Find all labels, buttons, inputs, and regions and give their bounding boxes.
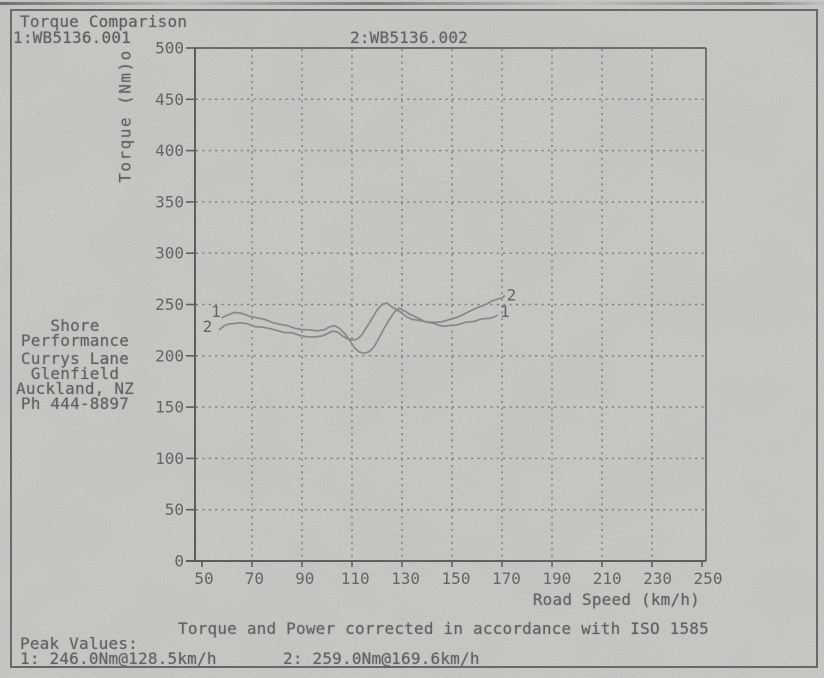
y-tick-label: 300 [155,244,184,263]
x-tick-label: 50 [194,569,213,588]
curve-1 [221,307,498,355]
curve-2 [218,295,506,341]
x-tick-label: 190 [542,569,571,588]
x-tick-label: 130 [391,569,420,588]
curve-2-start-label: 2 [203,317,213,336]
x-tick-label: 110 [341,569,370,588]
y-tick-label: 50 [165,500,184,519]
y-tick-label: 200 [155,346,184,365]
x-tick-label: 170 [492,569,521,588]
y-tick-label: 150 [155,398,184,417]
y-tick-label: 100 [155,449,184,468]
x-tick-label: 250 [694,569,723,588]
x-tick-label: 90 [295,569,314,588]
curve-1-start-label: 1 [211,302,221,321]
y-tick-label: 500 [155,39,184,58]
x-tick-label: 210 [593,569,622,588]
x-tick-label: 70 [245,569,264,588]
y-tick-label: 450 [155,90,184,109]
y-tick-label: 400 [155,141,184,160]
y-tick-label: 350 [155,192,184,211]
curve-1-end-label: 1 [500,302,510,321]
curve-2-end-label: 2 [507,285,517,304]
y-tick-label: 0 [174,552,184,571]
x-tick-label: 230 [643,569,672,588]
y-tick-label: 250 [155,295,184,314]
x-tick-label: 150 [442,569,471,588]
